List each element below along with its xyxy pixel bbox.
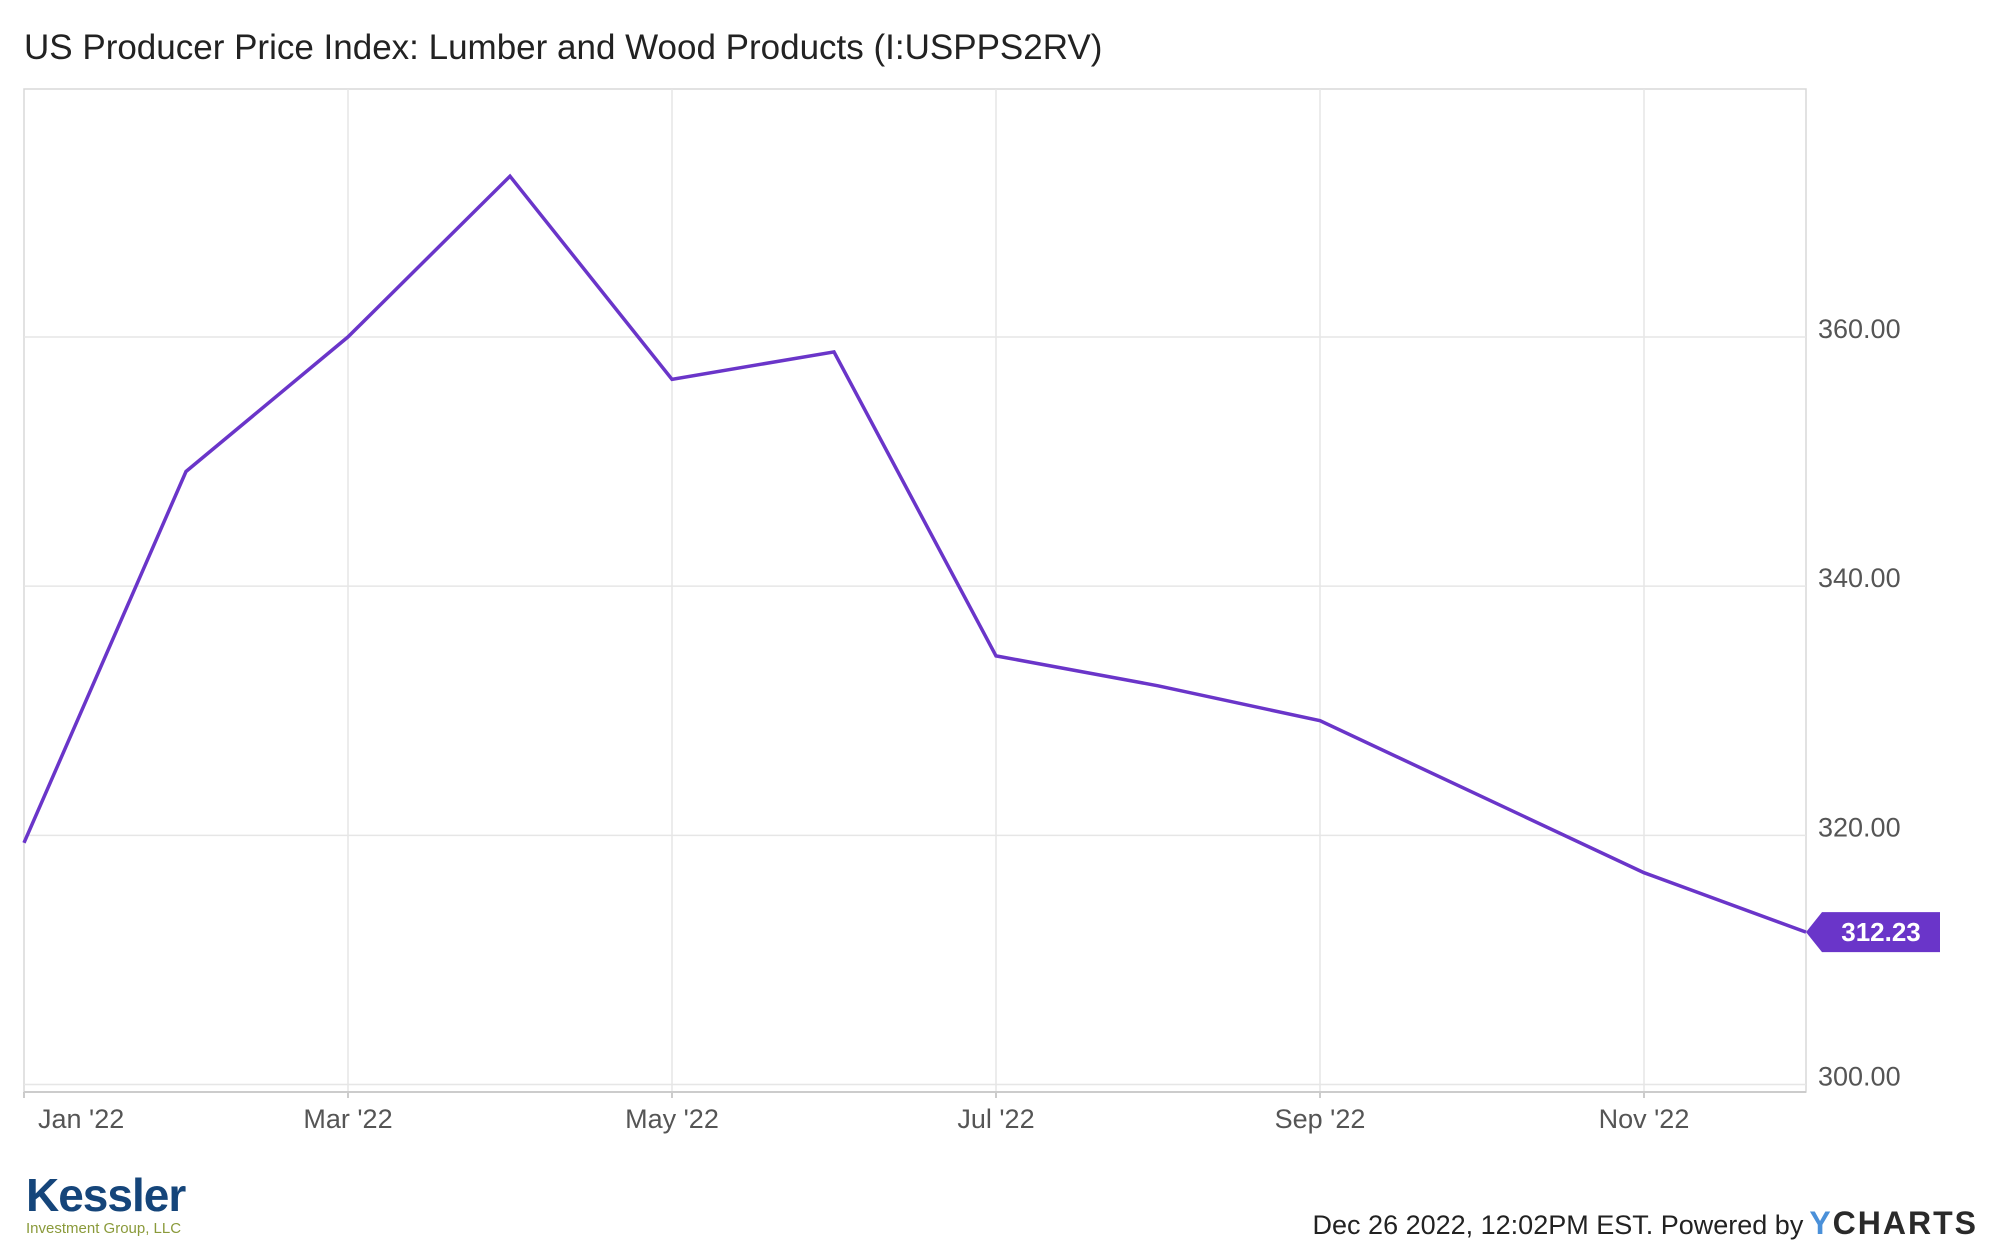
logo-subtitle: Investment Group, LLC <box>26 1220 182 1237</box>
y-tick-label: 340.00 <box>1818 563 1901 593</box>
x-tick-label: Jan '22 <box>38 1104 124 1134</box>
x-tick-label: Sep '22 <box>1275 1104 1366 1134</box>
ycharts-logo-y: Y <box>1809 1205 1833 1241</box>
kessler-logo: Kessler Investment Group, LLC <box>26 1169 186 1237</box>
ycharts-logo[interactable]: YCHARTS <box>1809 1205 1978 1242</box>
ycharts-logo-text: CHARTS <box>1832 1205 1978 1241</box>
y-tick-label: 300.00 <box>1818 1062 1901 1092</box>
x-tick-label: Jul '22 <box>957 1104 1034 1134</box>
footer: Dec 26 2022, 12:02PM EST. Powered by YCH… <box>1313 1205 1978 1242</box>
x-tick-label: May '22 <box>625 1104 719 1134</box>
y-tick-label: 360.00 <box>1818 314 1901 344</box>
last-value-badge <box>1806 912 1940 953</box>
series-layer <box>22 173 1807 934</box>
chart-title: US Producer Price Index: Lumber and Wood… <box>24 28 1103 67</box>
x-tick-label: Mar '22 <box>303 1104 392 1134</box>
series-line <box>22 173 1807 934</box>
plot-frame <box>23 88 1807 1093</box>
logo-name: Kessler <box>26 1169 186 1221</box>
y-tick-label: 320.00 <box>1818 812 1901 842</box>
x-tick-label: Nov '22 <box>1599 1104 1690 1134</box>
grid-lines <box>23 89 1806 1098</box>
last-value-badge-group: 312.23 <box>1806 912 1940 953</box>
last-value-label: 312.23 <box>1841 917 1921 947</box>
footer-timestamp: Dec 26 2022, 12:02PM EST. Powered by <box>1312 1210 1804 1240</box>
tick-labels: 300.00 320.00 340.00 360.00 Jan '22 Mar '22 Ma… <box>38 314 1901 1134</box>
